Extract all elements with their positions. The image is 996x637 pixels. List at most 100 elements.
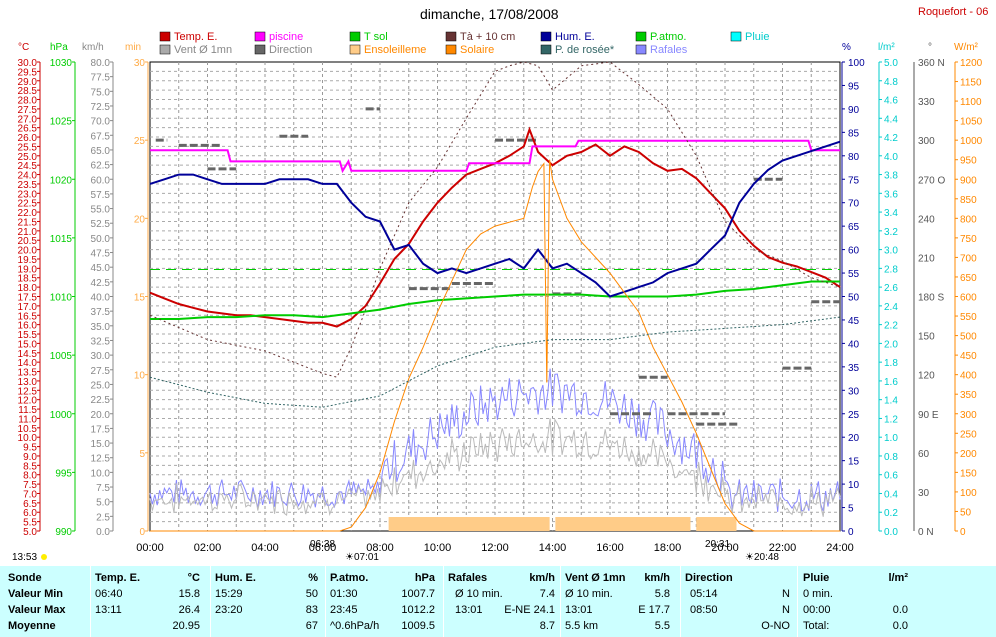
legend-label: Tà + 10 cm [460,31,515,43]
axis-tick-label: 6.0 [23,508,37,519]
axis-tick-label: 12.5 [91,454,111,465]
x-tick-label: 10:00 [424,542,452,554]
axis-tick-label: 0.8 [884,452,898,463]
axis-tick-label: 1.2 [884,414,898,425]
table-cell: E 17.7 [638,604,670,616]
axis-tick-label: 19.5 [18,255,38,266]
x-tick-label: 24:00 [826,542,854,554]
axis-tick-label: 0.4 [884,489,898,500]
axis-tick-label: 20 [134,214,146,225]
axis-tick-label: 2.5 [96,512,110,523]
table-cell: 5.8 [654,588,670,600]
table-divider [443,566,444,637]
axis-tick-label: 9.0 [23,452,37,463]
table-cell: N [782,604,790,616]
table-cell: ^0.6hPa/h [330,620,380,632]
sun-icon [41,554,47,560]
legend-swatch [445,31,457,42]
table-cell: 50 [305,588,318,600]
legend-swatch [254,44,266,55]
table-header: km/h [644,572,670,584]
table-header: Vent Ø 1mn [565,572,626,584]
sunset-time-2: ☀20:48 [745,552,779,563]
axis-unit-dir: ° [928,42,932,53]
table-cell: 0 min. [803,588,833,600]
table-header: Temp. E. [95,572,141,584]
axis-tick-label: 400 [960,371,977,382]
axis-tick-label: 1000 [50,410,73,421]
axis-tick-label: 11.0 [18,414,37,425]
axis-tick-label: 23.0 [18,189,38,200]
table-cell: 7.4 [539,588,555,600]
axis-tick-label: 50 [848,293,860,304]
table-header: P.atmo. [330,572,369,584]
axis-tick-label: 150 [918,332,935,343]
axis-tick-label: 5.0 [23,527,37,538]
table-divider [325,566,326,637]
axis-tick-label: 210 [918,253,935,264]
axis-tick-label: 20.0 [18,246,38,257]
axis-tick-label: 30.0 [18,58,38,69]
axis-tick-label: 4.4 [884,114,898,125]
axis-tick-label: 200 [960,449,977,460]
axis-tick-label: 42.5 [91,278,111,289]
legend-label: Pluie [745,31,769,43]
axis-tick-label: 18.0 [18,283,38,294]
axis-tick-label: 40 [848,339,860,350]
axis-tick-label: 90 E [918,410,939,421]
axis-tick-label: 0 [960,527,966,538]
table-divider [560,566,561,637]
table-cell: 08:50 [690,604,718,616]
axis-tick-label: 27.5 [91,366,111,377]
axis-tick-label: 100 [848,58,865,69]
axis-tick-label: 29.5 [18,67,38,78]
sunshine-block [388,517,550,531]
axis-unit-temp: °C [18,42,29,53]
axis-tick-label: 70 [848,199,860,210]
legend-swatch [159,44,171,55]
axis-tick-label: 990 [55,527,72,538]
axis-unit-solar: W/m² [954,42,979,53]
axis-tick-label: 0.2 [884,508,898,519]
axis-tick-label: 5 [139,449,145,460]
axis-tick-label: 0.0 [96,527,110,538]
axis-tick-label: 21.0 [18,227,38,238]
axis-tick-label: 55 [848,269,860,280]
sunshine-block [696,517,737,531]
axis-tick-label: 2.6 [884,283,898,294]
table-cell: 00:00 [803,604,831,616]
axis-tick-label: 700 [960,253,977,264]
axis-tick-label: 18.5 [18,274,38,285]
table-cell: 1009.5 [401,620,435,632]
axis-tick-label: 37.5 [91,307,111,318]
axis-tick-label: 75.0 [91,87,111,98]
table-cell: O-NO [761,620,790,632]
axis-tick-label: 2.2 [884,321,898,332]
axis-tick-label: 995 [55,468,72,479]
row-label: Valeur Min [8,588,64,600]
axis-tick-label: 1100 [960,97,982,108]
legend-label: Hum. E. [555,31,595,43]
axis-tick-label: 350 [960,390,977,401]
axis-tick-label: 300 [960,410,977,421]
table-cell: Ø 10 min. [565,588,613,600]
axis-tick-label: 300 [918,136,935,147]
table-header: Pluie [803,572,830,584]
legend-swatch [445,44,457,55]
axis-tick-label: 80 [848,152,860,163]
axis-tick-label: 0 N [918,527,934,538]
axis-tick-label: 750 [960,234,977,245]
axis-tick-label: 35 [848,363,860,374]
axis-tick-label: 800 [960,214,977,225]
x-tick-label: 06:00 [309,542,337,554]
axis-tick-label: 6.5 [23,499,37,510]
axis-tick-label: 360 N [918,58,945,69]
axis-tick-label: 95 [848,81,860,92]
axis-tick-label: 180 S [918,293,944,304]
axis-tick-label: 17.5 [18,293,38,304]
axis-tick-label: 25 [134,136,146,147]
table-header: % [308,572,318,584]
sun-marker-left: 13:53 [12,552,37,563]
legend-label: Vent Ø 1mn [174,44,232,56]
axis-tick-label: 30 [134,58,146,69]
